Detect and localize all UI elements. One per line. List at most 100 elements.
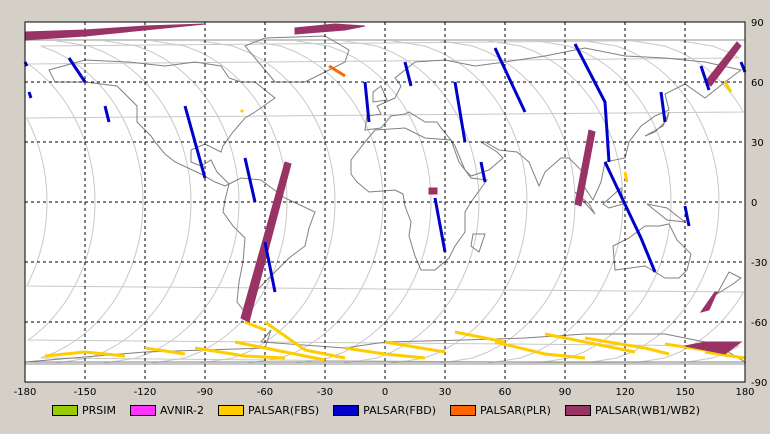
orbit-track	[338, 39, 480, 365]
swath-palsar-fbd	[67, 57, 87, 83]
coastline	[244, 35, 350, 83]
orbit-track	[98, 39, 240, 365]
x-tick-label: 30	[439, 387, 452, 398]
x-tick-label: -90	[197, 387, 213, 398]
coastline	[612, 223, 692, 279]
orbit-track	[26, 39, 740, 365]
swath-palsar-fbd	[27, 91, 33, 99]
legend-item-prsim: PRSIM	[52, 404, 116, 417]
legend-item-palsar-fbs: PALSAR(FBS)	[217, 403, 320, 417]
coastline	[350, 127, 488, 271]
swath-palsar-fbs	[239, 108, 245, 114]
swath-palsar-fbd	[739, 61, 747, 73]
swath-palsar-fbd	[453, 81, 467, 143]
legend-label: PALSAR(FBD)	[363, 403, 437, 417]
legend-swatch	[217, 404, 244, 416]
swath-palsar-fbd	[573, 43, 611, 163]
x-tick-label: 120	[615, 387, 634, 398]
coastline	[470, 233, 486, 253]
orbit-track	[50, 39, 192, 365]
plot-frame	[24, 21, 746, 383]
coastline	[48, 59, 276, 187]
legend-item-palsar-plr: PALSAR(PLR)	[450, 404, 551, 417]
swath-palsar-fbs	[244, 320, 266, 332]
orbit-track	[530, 39, 672, 365]
legend-label: PALSAR(WB1/WB2)	[594, 403, 701, 417]
swath-palsar-fbs	[704, 350, 746, 360]
legend-swatch	[450, 404, 477, 416]
legend-swatch	[52, 404, 78, 416]
y-tick-label: -90	[751, 378, 767, 389]
swath-palsar-fbd	[403, 61, 413, 87]
coastline	[364, 47, 743, 202]
observation-swaths	[23, 23, 747, 362]
swath-palsar-fbd	[659, 91, 667, 123]
swath-palsar-fbd	[433, 197, 447, 253]
legend-swatch	[333, 404, 360, 416]
legend-label: PALSAR(FBS)	[247, 403, 320, 417]
swath-palsar-wb	[428, 187, 438, 195]
x-tick-label: 150	[675, 387, 694, 398]
x-tick-label: 0	[382, 387, 388, 398]
swath-palsar-fbd	[183, 105, 207, 179]
y-tick-label: 90	[751, 18, 764, 29]
swath-palsar-fbs	[723, 81, 733, 93]
x-tick-label: 180	[735, 387, 754, 398]
swath-palsar-wb	[294, 23, 366, 35]
swath-palsar-fbs	[384, 340, 446, 354]
y-tick-label: 0	[751, 198, 757, 209]
orbit-track	[40, 39, 724, 365]
orbit-track	[25, 39, 745, 365]
swath-palsar-fbs	[584, 336, 670, 356]
legend-item-palsar-fbd: PALSAR(FBD)	[333, 404, 436, 417]
y-tick-label: -30	[751, 258, 767, 269]
swath-palsar-fbd	[683, 205, 691, 227]
x-tick-label: -120	[134, 387, 157, 398]
orbit-track	[242, 39, 384, 365]
swath-palsar-fbd	[603, 161, 657, 273]
swath-palsar-fbd	[699, 65, 711, 91]
swath-palsar-plr	[328, 64, 346, 78]
coastline	[372, 85, 388, 103]
legend-item-avnir2: AVNIR-2	[130, 404, 204, 417]
x-tick-label: 60	[499, 387, 512, 398]
swath-palsar-fbd	[243, 157, 257, 203]
swath-palsar-fbd	[479, 161, 487, 183]
swath-palsar-wb	[704, 41, 742, 87]
orbit-track	[578, 39, 720, 365]
x-tick-label: 90	[559, 387, 572, 398]
orbit-track	[386, 39, 528, 365]
swath-palsar-fbs	[623, 171, 629, 183]
orbit-track	[194, 39, 336, 365]
swath-palsar-fbd	[363, 81, 371, 123]
y-tick-label: 60	[751, 78, 764, 89]
coastline	[715, 271, 742, 296]
x-tick-label: -150	[74, 387, 97, 398]
legend-label: PRSIM	[82, 403, 116, 417]
orbit-track	[290, 39, 432, 365]
y-tick-label: 30	[751, 138, 764, 149]
legend-swatch	[564, 404, 591, 416]
coastline	[602, 186, 624, 209]
x-tick-label: -60	[257, 387, 273, 398]
swath-palsar-fbs	[234, 340, 326, 362]
swath-palsar-fbs	[544, 332, 636, 354]
swath-palsar-fbd	[103, 105, 111, 123]
swath-palsar-wb	[699, 291, 718, 313]
y-tick-label: -60	[751, 318, 767, 329]
legend-label: AVNIR-2	[160, 403, 204, 417]
legend-item-palsar-wb: PALSAR(WB1/WB2)	[564, 403, 701, 417]
swath-palsar-wb	[574, 129, 596, 207]
swath-palsar-fbd	[493, 47, 527, 113]
swath-palsar-fbs	[194, 346, 286, 360]
x-tick-labels: -180 -150 -120 -90 -60 -30 0 30 60 90 120 150 180	[14, 387, 755, 398]
swath-palsar-fbs	[494, 340, 586, 360]
swath-palsar-fbs	[44, 350, 126, 358]
swath-palsar-fbs	[344, 346, 426, 360]
legend-swatch	[130, 404, 156, 416]
x-tick-label: -180	[14, 387, 37, 398]
swath-palsar-fbd	[263, 241, 277, 293]
swath-palsar-wb	[684, 341, 743, 355]
